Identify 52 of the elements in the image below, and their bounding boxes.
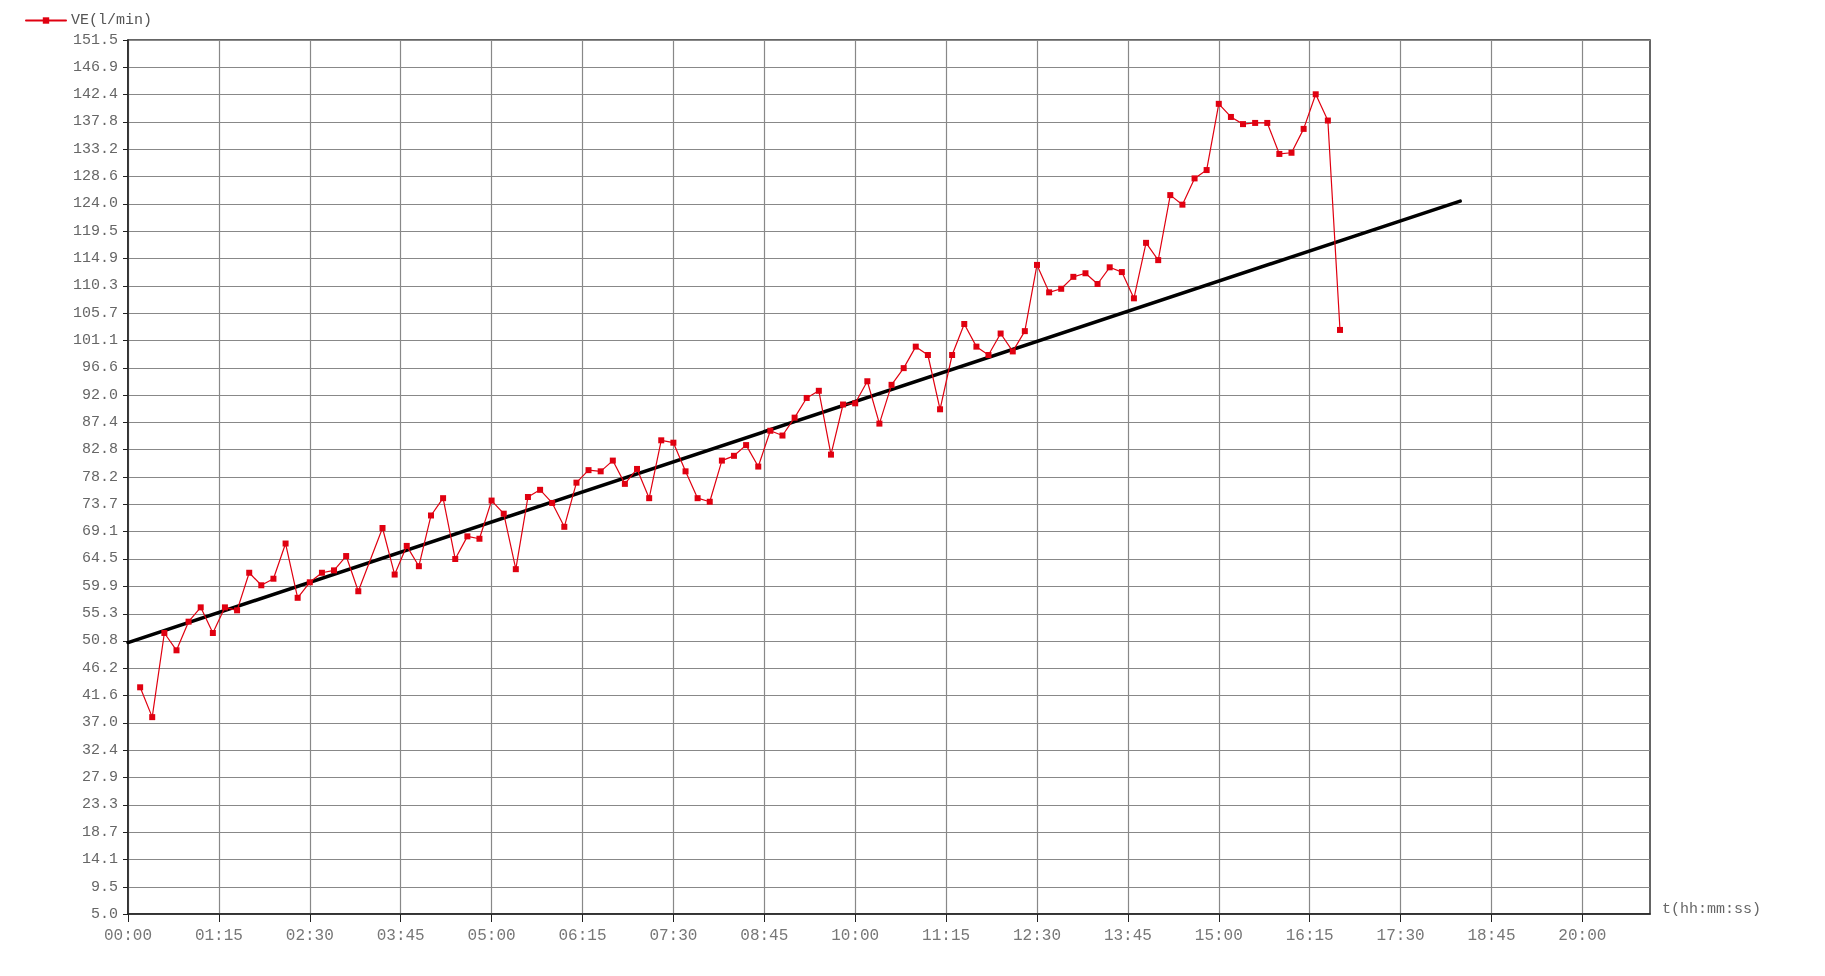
y-tick-label: 14.1 bbox=[81, 851, 118, 869]
y-tick-label: 64.5 bbox=[81, 550, 118, 568]
y-tick-label: 69.1 bbox=[81, 523, 118, 541]
y-tick-label: 114.9 bbox=[72, 249, 118, 267]
y-tick-label: 92.0 bbox=[81, 386, 118, 404]
y-tick-label: 9.5 bbox=[90, 878, 118, 896]
y-tick-label: 137.8 bbox=[72, 113, 118, 131]
y-tick-label: 105.7 bbox=[72, 304, 118, 322]
x-tick-label: 00:00 bbox=[103, 927, 153, 945]
y-tick-label: 55.3 bbox=[81, 605, 118, 623]
x-tick-label: 05:00 bbox=[467, 927, 516, 945]
x-tick-label: 17:30 bbox=[1376, 927, 1425, 945]
x-tick-label: 01:15 bbox=[194, 927, 243, 945]
y-tick-label: 73.7 bbox=[81, 495, 118, 513]
y-tick-label: 142.4 bbox=[72, 85, 118, 103]
x-tick-label: 08:45 bbox=[740, 927, 789, 945]
y-tick-label: 133.2 bbox=[72, 140, 118, 158]
x-tick-label: 03:45 bbox=[376, 927, 425, 945]
y-tick-label: 46.2 bbox=[81, 659, 118, 677]
y-tick-label: 151.5 bbox=[72, 31, 118, 49]
y-tick-label: 128.6 bbox=[72, 168, 118, 186]
legend-label: VE(l/min) bbox=[71, 12, 153, 29]
y-tick-label: 23.3 bbox=[81, 796, 118, 814]
x-tick-label: 12:30 bbox=[1012, 927, 1061, 945]
x-tick-label: 10:00 bbox=[831, 927, 880, 945]
y-tick-label: 50.8 bbox=[81, 632, 118, 650]
y-tick-label: 146.9 bbox=[72, 58, 118, 76]
y-tick-label: 96.6 bbox=[81, 359, 118, 377]
y-tick-label: 110.3 bbox=[72, 277, 118, 295]
x-tick-label: 16:15 bbox=[1285, 927, 1334, 945]
y-tick-label: 101.1 bbox=[72, 331, 118, 349]
x-tick-label: 15:00 bbox=[1194, 927, 1243, 945]
y-tick-label: 87.4 bbox=[81, 413, 118, 431]
x-tick-label: 18:45 bbox=[1467, 927, 1516, 945]
y-tick-label: 27.9 bbox=[81, 768, 118, 786]
x-tick-label: 13:45 bbox=[1103, 927, 1152, 945]
x-tick-label: 07:30 bbox=[649, 927, 698, 945]
y-tick-label: 119.5 bbox=[72, 222, 118, 240]
y-tick-label: 37.0 bbox=[81, 714, 118, 732]
x-tick-label: 02:30 bbox=[285, 927, 334, 945]
y-tick-label: 41.6 bbox=[81, 686, 118, 704]
y-tick-label: 59.9 bbox=[81, 577, 118, 595]
y-tick-label: 18.7 bbox=[81, 823, 118, 841]
y-tick-label: 82.8 bbox=[81, 441, 118, 459]
y-tick-label: 78.2 bbox=[81, 468, 118, 486]
x-axis-title: t(hh:mm:ss) bbox=[1662, 901, 1762, 918]
x-tick-label: 11:15 bbox=[922, 927, 971, 945]
y-tick-label: 32.4 bbox=[81, 742, 118, 760]
y-tick-label: 124.0 bbox=[72, 195, 118, 213]
x-tick-label: 20:00 bbox=[1558, 927, 1607, 945]
x-tick-label: 06:15 bbox=[558, 927, 607, 945]
y-tick-label: 5.0 bbox=[90, 905, 118, 923]
